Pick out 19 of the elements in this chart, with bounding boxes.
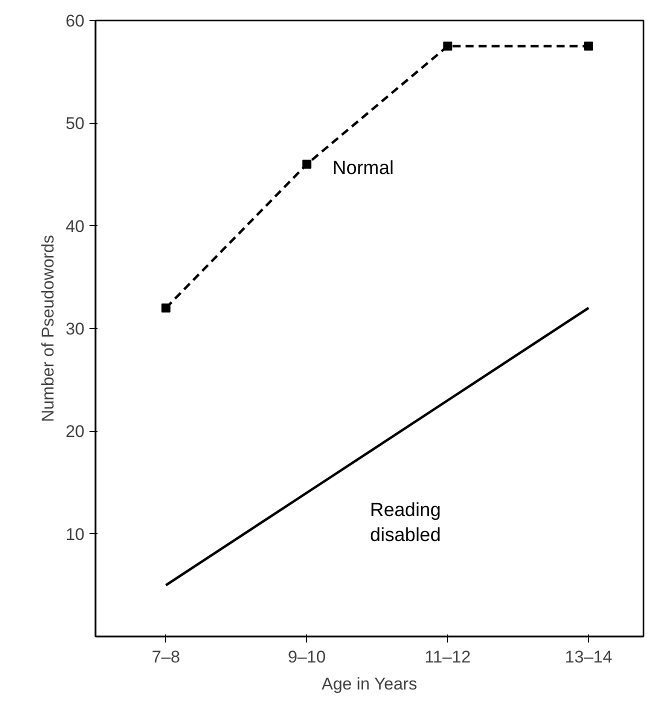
x-tick-label: 9–10	[288, 648, 326, 666]
y-tick-label: 10	[66, 524, 85, 544]
y-tick-label: 20	[66, 422, 85, 442]
x-tick-label: 13–14	[564, 648, 612, 666]
x-tick-label: 7–8	[152, 648, 180, 666]
y-axis-title: Number of Pseudowords	[38, 234, 58, 422]
line-series	[164, 306, 590, 586]
y-tick-label: 50	[66, 114, 85, 134]
point	[302, 160, 312, 169]
point	[443, 42, 452, 51]
y-tick-label: 40	[66, 216, 85, 236]
point	[161, 303, 170, 312]
y-tick-label: 30	[66, 320, 85, 338]
x-axis-title: Age in Years	[322, 674, 418, 694]
text: Reading disabled	[370, 500, 441, 546]
x-tick-label: 11–12	[424, 648, 471, 666]
series-label: Normal	[332, 158, 394, 180]
y-tick-label: 60	[66, 12, 85, 30]
point	[584, 42, 594, 51]
